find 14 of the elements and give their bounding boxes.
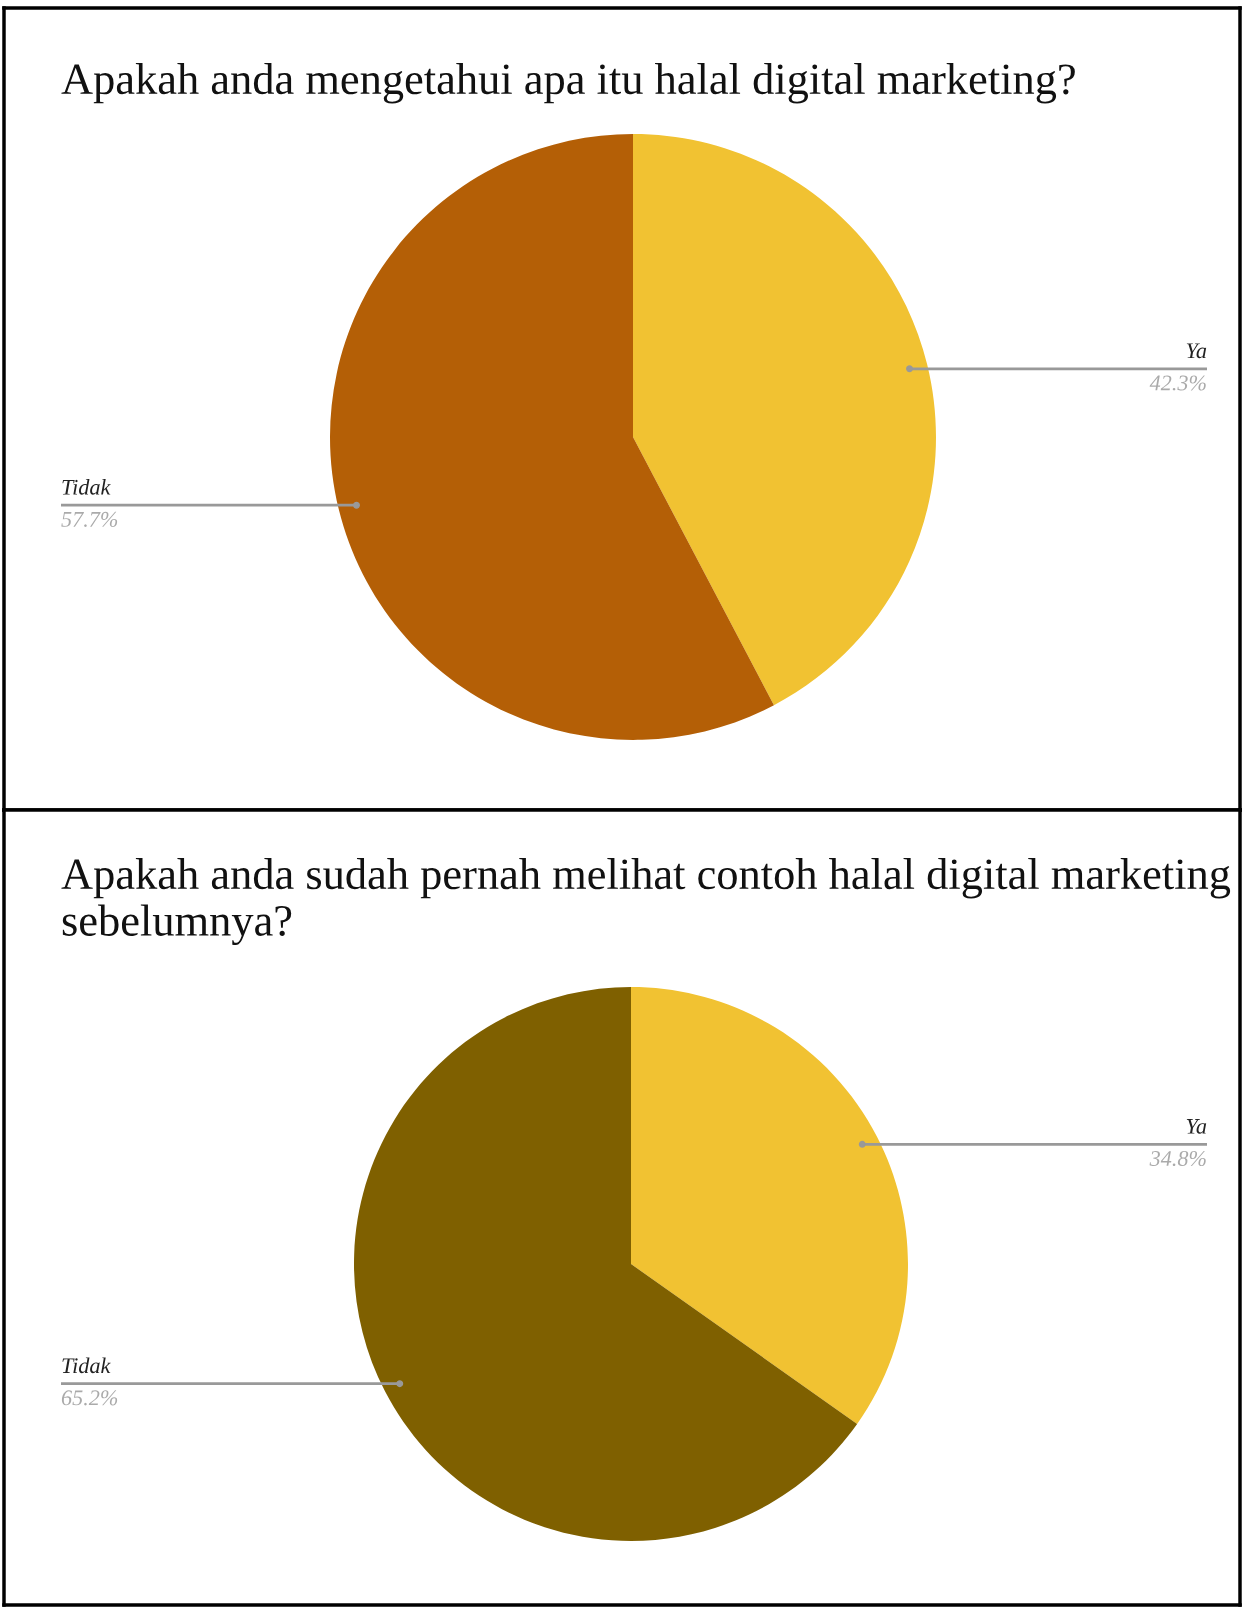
pie-slice: [354, 987, 858, 1541]
pie-slice: [631, 987, 908, 1424]
pie-slice: [633, 134, 936, 706]
chart-title: Apakah anda mengetahui apa itu halal digital marketing?: [61, 63, 1075, 104]
pie-slice: [330, 134, 774, 740]
data-label: 57.7%: [61, 511, 118, 527]
data-label: 65.2%: [61, 1390, 118, 1406]
slice-label: Ya: [1186, 343, 1207, 359]
data-label: 34.8%: [1149, 1150, 1206, 1167]
slice-label: Ya: [1186, 1119, 1207, 1134]
slice-label: Tidak: [62, 1357, 111, 1374]
data-label: 42.3%: [1149, 375, 1206, 391]
chart-title: Apakah anda sudah pernah melihat contoh halal digital marketing sebelumnya?: [61, 858, 1231, 946]
slice-label: Tidak: [62, 479, 111, 495]
